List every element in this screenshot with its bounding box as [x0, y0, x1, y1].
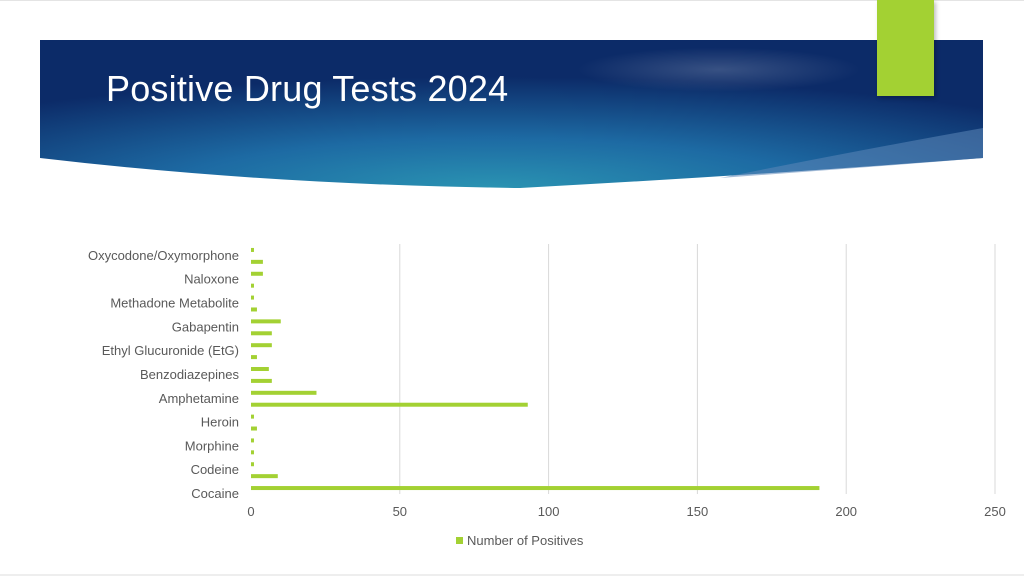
x-tick-label: 0: [247, 504, 254, 519]
bar: [251, 414, 254, 419]
bar: [251, 271, 263, 276]
x-tick-label: 50: [393, 504, 407, 519]
x-tick-label: 250: [984, 504, 1006, 519]
bar: [251, 259, 263, 264]
bottom-divider: [0, 574, 1024, 576]
bar: [251, 426, 257, 431]
legend-label: Number of Positives: [467, 533, 584, 548]
x-tick-label: 150: [687, 504, 709, 519]
bars: [251, 247, 820, 491]
category-label: Cocaine: [191, 486, 239, 501]
bar: [251, 378, 272, 383]
slide-title: Positive Drug Tests 2024: [106, 68, 509, 109]
bar: [251, 462, 254, 467]
bar: [251, 390, 317, 395]
category-label: Codeine: [191, 462, 239, 477]
x-tick-label: 100: [538, 504, 560, 519]
category-label: Oxycodone/Oxymorphone: [88, 248, 239, 263]
bar: [251, 355, 257, 360]
bar: [251, 247, 254, 252]
bar: [251, 331, 272, 336]
accent-tab: [877, 0, 934, 96]
bar: [251, 343, 272, 348]
bar: [251, 402, 528, 407]
title-banner: [40, 40, 983, 188]
bar: [251, 474, 278, 479]
bar: [251, 307, 257, 312]
top-divider: [0, 0, 1024, 1]
category-label: Heroin: [201, 415, 239, 430]
category-label: Methadone Metabolite: [110, 296, 239, 311]
category-label: Morphine: [185, 438, 239, 453]
bar: [251, 438, 254, 443]
legend-swatch: [456, 537, 463, 544]
bar: [251, 295, 254, 300]
bar: [251, 283, 254, 288]
chart-legend: Number of Positives: [456, 533, 583, 548]
category-label: Naloxone: [184, 272, 239, 287]
category-label: Gabapentin: [172, 319, 239, 334]
x-tick-label: 200: [835, 504, 857, 519]
category-label: Ethyl Glucuronide (EtG): [102, 343, 239, 358]
category-label: Amphetamine: [159, 391, 239, 406]
category-labels: Oxycodone/Oxymorphone Naloxone Methadone M…: [88, 248, 240, 501]
category-label: Benzodiazepines: [140, 367, 240, 382]
bar: [251, 486, 820, 491]
bar: [251, 367, 269, 371]
x-tick-labels: 0 50 100 150 200 250: [247, 504, 1005, 519]
bar: [251, 319, 281, 324]
bar: [251, 450, 254, 455]
gridlines: [399, 244, 996, 494]
